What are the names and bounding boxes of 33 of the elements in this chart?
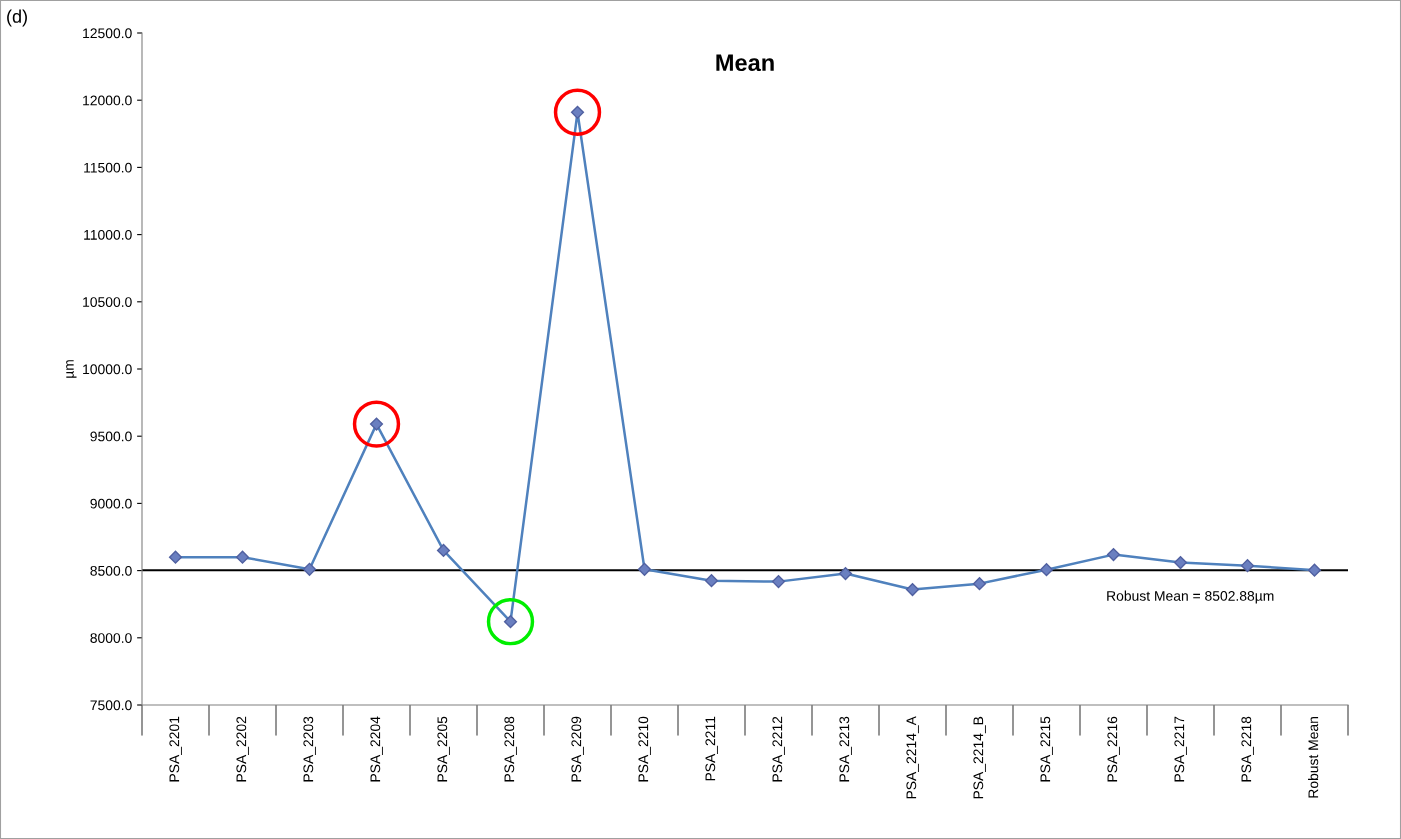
y-tick-label: 8500.0 (90, 565, 132, 576)
x-tick-label: PSA_2214_B (973, 716, 986, 799)
y-tick-label: 11000.0 (84, 229, 132, 240)
text: Mean (716, 54, 774, 72)
x-tick-label: PSA_2217 (1174, 716, 1187, 782)
y-tick-label: 12500.0 (83, 28, 132, 39)
x-tick-label: PSA_2218 (1241, 716, 1254, 782)
text: (d) (7, 9, 27, 27)
x-tick-label: PSA_2211 (705, 716, 718, 781)
x-tick-label: PSA_2215 (1040, 716, 1053, 782)
x-tick-label: PSA_2208 (504, 716, 517, 782)
x-tick-label: PSA_2201 (169, 716, 182, 782)
y-axis-title: µm (66, 360, 77, 378)
y-tick-label: 10500.0 (83, 297, 132, 307)
y-tick-label: 7500.0 (90, 700, 132, 711)
y-tick-label: 8000.0 (90, 633, 132, 643)
y-tick-label: 9000.0 (90, 498, 132, 509)
x-tick-label: Robust Mean (1308, 717, 1319, 798)
y-tick-label: 11500.0 (84, 162, 132, 173)
x-tick-label: PSA_2209 (571, 716, 584, 782)
x-tick-label: PSA_2203 (303, 716, 316, 782)
x-tick-label: PSA_2214_A (906, 716, 919, 799)
x-tick-label: PSA_2205 (437, 716, 450, 782)
y-tick-label: 9500.0 (90, 431, 132, 442)
y-tick-label: 10000.0 (83, 364, 132, 375)
x-tick-label: PSA_2204 (370, 716, 383, 782)
x-tick-label: PSA_2212 (772, 716, 785, 782)
y-tick-label: 12000.0 (83, 95, 132, 106)
x-tick-label: PSA_2202 (236, 716, 249, 782)
x-tick-label: PSA_2213 (839, 716, 852, 782)
x-tick-label: PSA_2210 (638, 716, 651, 782)
x-tick-label: PSA_2216 (1107, 716, 1120, 782)
ref-line-label: Robust Mean = 8502.88µm (1107, 590, 1274, 604)
